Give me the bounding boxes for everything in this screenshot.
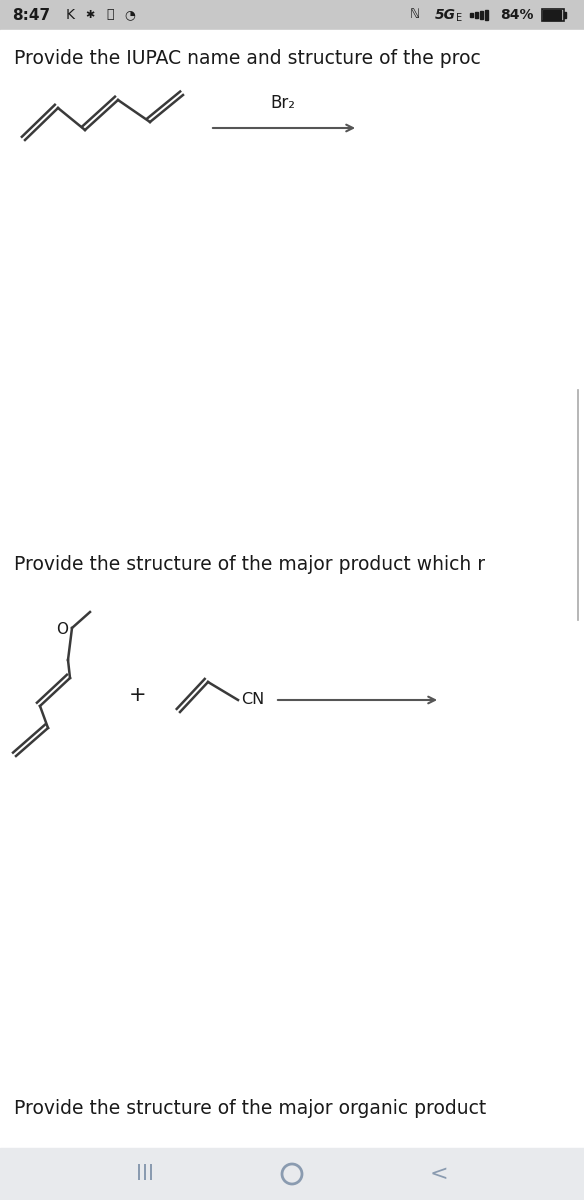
Bar [0,1148,584,1200]
Text: ℕ: ℕ [410,8,420,22]
Text: Provide the structure of the major product which r: Provide the structure of the major produ… [14,556,485,575]
Text: Br₂: Br₂ [270,94,296,112]
Bar [543,10,561,20]
Bar [485,10,488,20]
Bar [480,11,483,19]
Text: CN: CN [241,692,264,708]
Text: 84%: 84% [500,8,534,22]
Text: +: + [129,685,147,704]
Bar [475,12,478,18]
Bar [0,0,584,30]
Text: Provide the IUPAC name and structure of the proc: Provide the IUPAC name and structure of … [14,48,481,67]
Bar [564,12,566,18]
Text: K: K [65,8,75,22]
Bar [542,8,564,20]
Text: ✱: ✱ [85,10,95,20]
Text: O: O [56,623,68,637]
Text: E: E [456,13,462,23]
Text: <: < [430,1164,449,1184]
Text: 5G: 5G [435,8,456,22]
Bar [470,13,473,17]
Text: Provide the structure of the major organic product: Provide the structure of the major organ… [14,1098,486,1117]
Text: 8:47: 8:47 [12,7,50,23]
Text: ⎉: ⎉ [106,8,114,22]
Text: III: III [136,1164,154,1184]
Text: ◔: ◔ [124,8,135,22]
